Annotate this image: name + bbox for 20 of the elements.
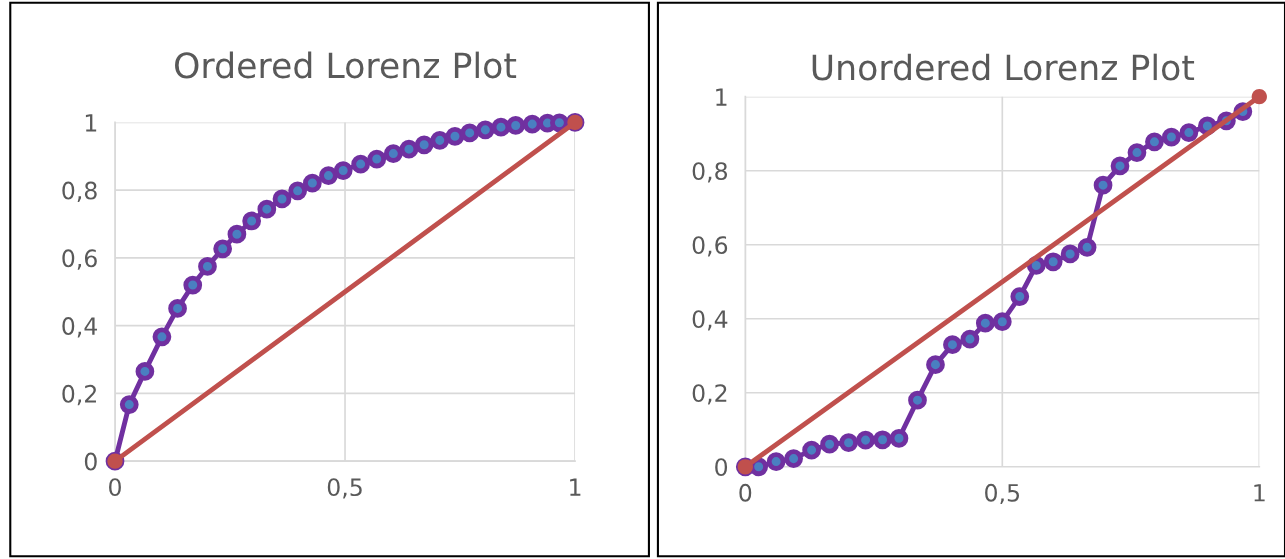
y-tick-label: 0,8	[62, 181, 97, 202]
y-tick-label: 1	[85, 114, 97, 132]
x-tick-label: 1	[1254, 484, 1265, 502]
y-tick-label: 0,2	[62, 384, 96, 406]
chart-title: Ordered Lorenz Plot	[175, 51, 517, 79]
y-tick-label: 1	[716, 88, 727, 106]
y-tick-label: 0,4	[692, 310, 728, 331]
x-tick-label: 0	[109, 478, 121, 497]
y-tick-label: 0,4	[62, 317, 98, 338]
y-tick-label: 0,8	[692, 162, 728, 183]
chart-title: Unordered Lorenz Plot	[812, 53, 1195, 81]
x-tick-label: 0,5	[327, 478, 362, 499]
y-tick-label: 0,2	[692, 384, 727, 405]
y-tick-label: 0,6	[692, 236, 728, 257]
x-tick-label: 1	[570, 478, 581, 496]
x-tick-label: 0,5	[985, 483, 1020, 505]
y-tick-label: 0	[84, 452, 97, 471]
x-tick-label: 0	[739, 483, 752, 502]
y-tick-label: 0	[715, 458, 728, 477]
y-tick-label: 0,6	[62, 249, 97, 270]
